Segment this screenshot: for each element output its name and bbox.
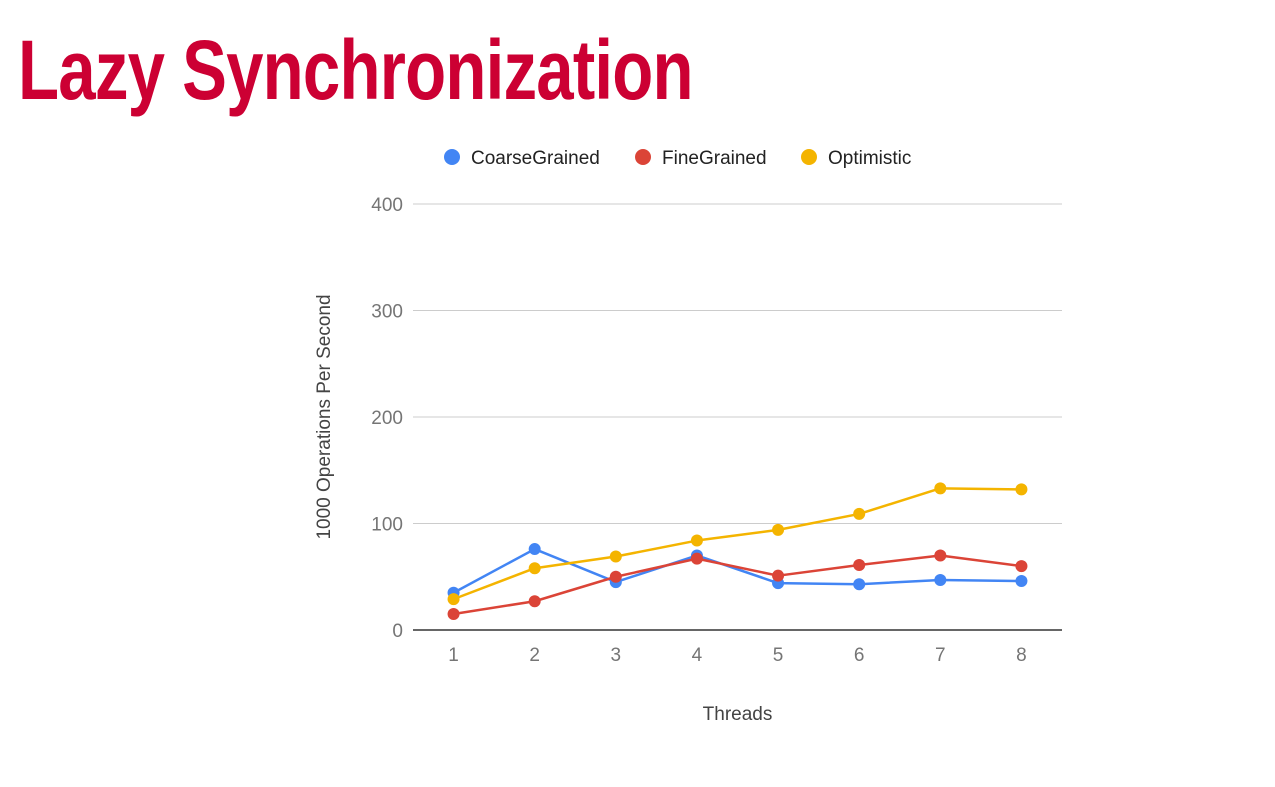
x-tick-label: 6 [854,645,865,666]
chart-gridlines [413,203,1062,631]
data-point [528,543,541,556]
data-point [528,562,541,575]
data-point [447,593,460,606]
data-point [528,595,541,608]
data-point [690,534,703,547]
legend-label: CoarseGrained [471,148,600,169]
data-point [609,550,622,563]
chart-legend: CoarseGrained FineGrained Optimistic [444,148,911,169]
series-optimistic [447,482,1028,606]
data-point [934,573,947,586]
x-tick-label: 3 [611,645,622,666]
series-line [453,554,1022,616]
data-point [853,559,866,572]
data-point [772,523,785,536]
y-tick-label: 400 [371,195,403,216]
legend-marker [801,149,817,165]
slide-title: Lazy Synchronization [18,23,694,117]
y-axis-ticks: 0 100 200 300 400 [371,195,403,642]
x-axis-ticks: 1 2 3 4 5 6 7 8 [448,645,1026,666]
x-tick-label: 7 [935,645,946,666]
x-tick-label: 8 [1016,645,1027,666]
data-point [853,578,866,591]
y-tick-label: 200 [371,408,403,429]
legend-label: Optimistic [828,148,911,169]
x-tick-label: 2 [529,645,540,666]
data-point [1015,575,1028,588]
legend-marker [444,149,460,165]
series-line [452,547,1022,594]
x-tick-label: 1 [448,645,459,666]
data-point [772,569,785,582]
legend-item-optimistic: Optimistic [801,148,911,169]
series-finegrained [447,549,1028,621]
data-point [609,570,622,583]
legend-marker [635,149,651,165]
data-point [934,482,947,495]
y-axis-title: 1000 Operations Per Second [314,294,335,539]
x-tick-label: 4 [692,645,703,666]
legend-item-finegrained: FineGrained [635,148,767,169]
data-point [690,552,703,565]
chart-series [447,482,1028,621]
legend-item-coarsegrained: CoarseGrained [444,148,600,169]
data-point [1015,483,1028,496]
y-tick-label: 300 [371,302,403,323]
series-line [453,487,1022,601]
x-tick-label: 5 [773,645,784,666]
data-point [1015,560,1028,573]
y-tick-label: 0 [392,621,403,642]
legend-label: FineGrained [662,148,767,169]
y-tick-label: 100 [371,515,403,536]
data-point [934,549,947,562]
data-point [447,608,460,621]
data-point [853,507,866,520]
x-axis-title: Threads [703,704,773,725]
